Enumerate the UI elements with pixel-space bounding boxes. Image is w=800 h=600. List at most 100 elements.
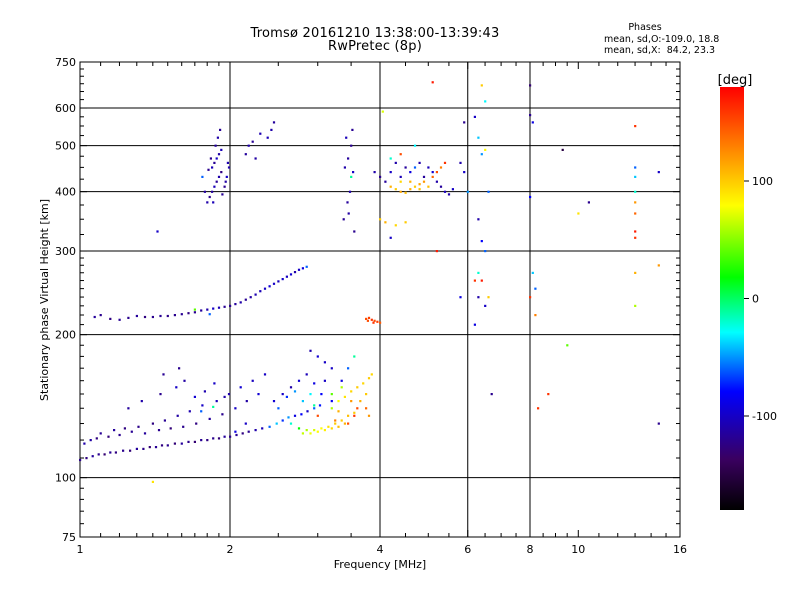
data-point <box>577 212 580 215</box>
data-point <box>159 314 162 318</box>
data-point <box>97 453 100 456</box>
data-point <box>350 390 353 393</box>
data-point <box>162 373 165 376</box>
data-point <box>389 171 392 174</box>
data-point <box>234 430 237 433</box>
data-point <box>154 446 158 449</box>
y-axis-ticks: 75 100 200 300 400 500 600 750 <box>55 56 680 544</box>
data-point <box>293 271 297 274</box>
data-point <box>249 296 252 299</box>
data-point <box>634 125 637 128</box>
data-point <box>297 427 301 430</box>
x-tick-label: 2 <box>227 543 234 556</box>
data-point <box>178 367 181 370</box>
data-point <box>245 400 248 403</box>
data-point <box>634 212 637 215</box>
data-point <box>263 287 267 290</box>
data-point <box>259 290 262 293</box>
data-point <box>367 316 371 319</box>
data-point <box>353 355 356 358</box>
data-point <box>365 317 368 320</box>
data-point <box>182 425 185 428</box>
x-axis-ticks: 1 2 4 6 8 10 16 <box>77 62 687 556</box>
data-point <box>531 121 534 124</box>
scatter-points <box>79 81 660 483</box>
data-point <box>297 268 301 271</box>
data-point <box>323 361 326 364</box>
data-point <box>122 449 125 452</box>
data-point <box>409 188 412 191</box>
data-point <box>268 285 271 288</box>
data-point <box>156 230 159 233</box>
data-point <box>352 171 355 174</box>
data-point <box>212 307 215 310</box>
data-point <box>529 195 532 199</box>
data-point <box>234 407 237 410</box>
data-point <box>343 395 346 398</box>
x-tick-label: 8 <box>527 543 534 556</box>
phases-o-mode-stats: mean, sd,O:-109.0, 18.8 <box>604 34 720 45</box>
data-point <box>208 313 211 316</box>
data-point <box>447 193 451 196</box>
data-point <box>297 379 301 382</box>
data-point <box>220 148 223 151</box>
data-point <box>330 427 333 430</box>
data-point <box>316 414 319 417</box>
data-point <box>480 279 483 282</box>
data-point <box>224 180 227 183</box>
data-point <box>367 414 371 417</box>
data-point <box>353 414 356 417</box>
data-point <box>634 304 637 307</box>
data-point <box>225 175 228 178</box>
data-point <box>241 432 244 435</box>
data-point <box>345 136 348 139</box>
data-point <box>634 175 637 178</box>
data-point <box>223 435 226 438</box>
data-point <box>334 422 337 425</box>
data-point <box>367 377 371 380</box>
data-point <box>346 201 349 204</box>
data-point <box>480 153 483 156</box>
data-point <box>234 303 237 306</box>
chart-title: Tromsø 20161210 13:38:00-13:39:43 <box>250 26 500 41</box>
data-point <box>89 439 92 442</box>
data-point <box>239 386 242 389</box>
data-point <box>193 311 196 314</box>
data-point <box>634 236 637 239</box>
data-point <box>340 386 343 389</box>
data-point <box>183 379 186 382</box>
data-point <box>330 393 333 396</box>
data-point <box>200 439 203 442</box>
data-point <box>206 201 209 204</box>
data-point <box>187 440 190 443</box>
data-point <box>484 100 487 103</box>
data-point <box>109 317 112 320</box>
data-point <box>151 422 154 425</box>
data-point <box>365 393 368 396</box>
data-point <box>257 393 260 396</box>
data-point <box>118 433 121 437</box>
data-point <box>531 271 534 274</box>
data-point <box>277 280 280 283</box>
data-point <box>389 236 392 239</box>
data-point <box>657 422 660 425</box>
x-tick-label: 16 <box>673 543 687 556</box>
data-point <box>353 230 356 233</box>
data-point <box>215 180 218 183</box>
data-point <box>217 437 221 440</box>
data-point <box>213 185 216 188</box>
data-point <box>350 175 353 178</box>
data-point <box>211 166 214 169</box>
data-point <box>484 304 487 307</box>
phases-x-mode-stats: mean, sd,X: 84.2, 23.3 <box>604 45 716 56</box>
data-point <box>343 422 346 425</box>
data-point <box>113 429 116 432</box>
data-point <box>327 425 330 428</box>
data-point <box>337 400 340 403</box>
data-point <box>212 405 215 408</box>
data-point <box>347 367 350 370</box>
data-point <box>188 410 191 413</box>
data-point <box>229 304 232 307</box>
y-tick-label: 500 <box>55 140 76 153</box>
data-point <box>634 271 637 274</box>
